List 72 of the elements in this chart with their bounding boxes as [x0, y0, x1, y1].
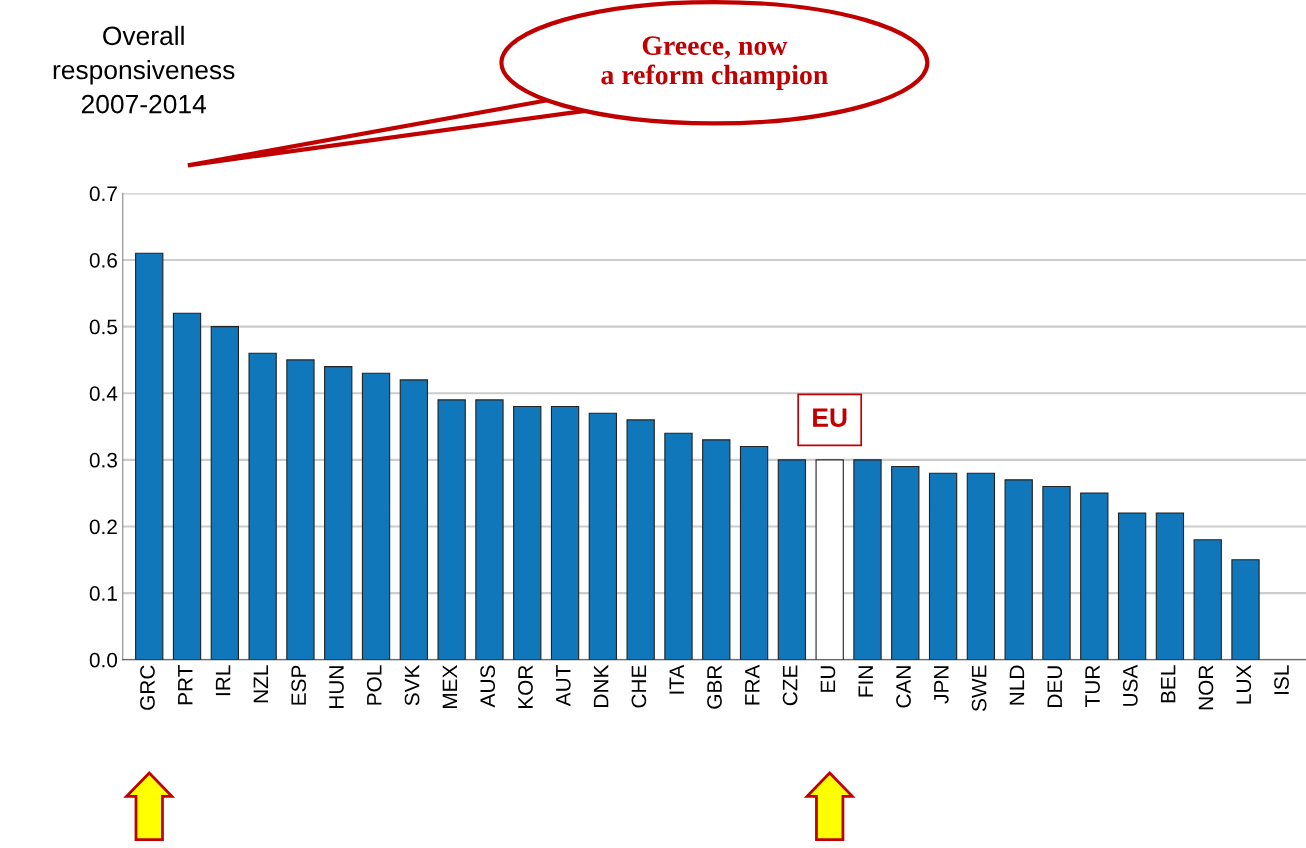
y-tick-label: 0.3: [89, 452, 117, 468]
x-tick-label: SWE: [971, 665, 987, 712]
x-tick-label: TUR: [1085, 665, 1100, 707]
bar: [437, 399, 466, 660]
y-tick-label: 0.2: [89, 519, 117, 535]
x-tick-label: FIN: [858, 666, 873, 697]
x-tick-label: AUS: [480, 665, 496, 708]
x-tick-label: FRA: [745, 664, 760, 705]
bar: [324, 366, 353, 660]
y-tick-label: 0.7: [89, 186, 117, 202]
bar: [702, 439, 731, 660]
x-tick-label: POL: [366, 665, 382, 705]
x-tick-label: GRC: [140, 665, 155, 710]
bar: [966, 472, 996, 660]
bar: [513, 406, 542, 660]
x-tick-label: NOR: [1198, 665, 1214, 710]
bar: [1004, 479, 1033, 660]
bar: [853, 459, 882, 660]
y-tick-label: 0.6: [89, 252, 117, 268]
bar: [135, 252, 164, 660]
text: Greece, now a reform champion: [601, 36, 828, 91]
x-tick-label: NLD: [1009, 665, 1025, 705]
bar: [1155, 512, 1185, 660]
x-tick-label: CHE: [631, 665, 647, 708]
x-tick-label: AUT: [556, 665, 571, 707]
bar: [777, 459, 807, 660]
x-tick-label: ISL: [1274, 665, 1289, 694]
bar: [739, 445, 769, 660]
x-tick-label: ITA: [669, 664, 684, 694]
bar: [1042, 485, 1071, 660]
x-tick-label: IRL: [215, 665, 231, 696]
x-tick-label: USA: [1122, 664, 1138, 706]
bar: [550, 406, 580, 660]
bar: [928, 472, 958, 660]
bar: [815, 459, 844, 660]
y-axis-title: Overall responsiveness 2007-2014: [53, 25, 235, 114]
x-tick-label: DEU: [1047, 666, 1063, 707]
bar: [361, 372, 391, 660]
bar: [1193, 539, 1222, 660]
x-tick-label: MEX: [442, 665, 458, 709]
x-tick-label: DNK: [593, 664, 609, 707]
y-tick-label: 0.4: [89, 386, 118, 401]
x-tick-label: JPN: [934, 666, 949, 704]
bar: [588, 412, 618, 660]
x-tick-label: CZE: [782, 665, 798, 706]
x-tick-label: LUX: [1236, 665, 1252, 704]
bar: [664, 432, 693, 660]
bar: [891, 465, 920, 660]
annotation: EU: [813, 408, 847, 427]
bar: [172, 312, 202, 660]
y-tick-label: 0.5: [89, 319, 118, 335]
x-tick-label: GBR: [707, 665, 722, 709]
bar: [626, 419, 655, 660]
y-tick-label: 0.0: [89, 652, 118, 668]
x-tick-label: BEL: [1160, 665, 1176, 703]
x-tick-label: EU: [820, 666, 836, 692]
x-tick-label: PRT: [178, 665, 193, 705]
y-tick-label: 0.1: [89, 586, 117, 601]
x-tick-label: NZL: [253, 665, 269, 703]
x-tick-label: SVK: [404, 664, 420, 706]
bar: [1080, 492, 1109, 660]
bar: [399, 379, 429, 660]
bar: [1117, 512, 1147, 660]
x-tick-label: HUN: [329, 666, 344, 709]
x-tick-label: KOR: [518, 665, 533, 709]
x-tick-label: CAN: [896, 666, 911, 708]
bar: [210, 326, 239, 660]
bar: [475, 399, 504, 660]
bar: [286, 359, 315, 660]
bar: [248, 352, 277, 660]
x-tick-label: ESP: [291, 665, 307, 705]
bar: [1231, 559, 1260, 660]
